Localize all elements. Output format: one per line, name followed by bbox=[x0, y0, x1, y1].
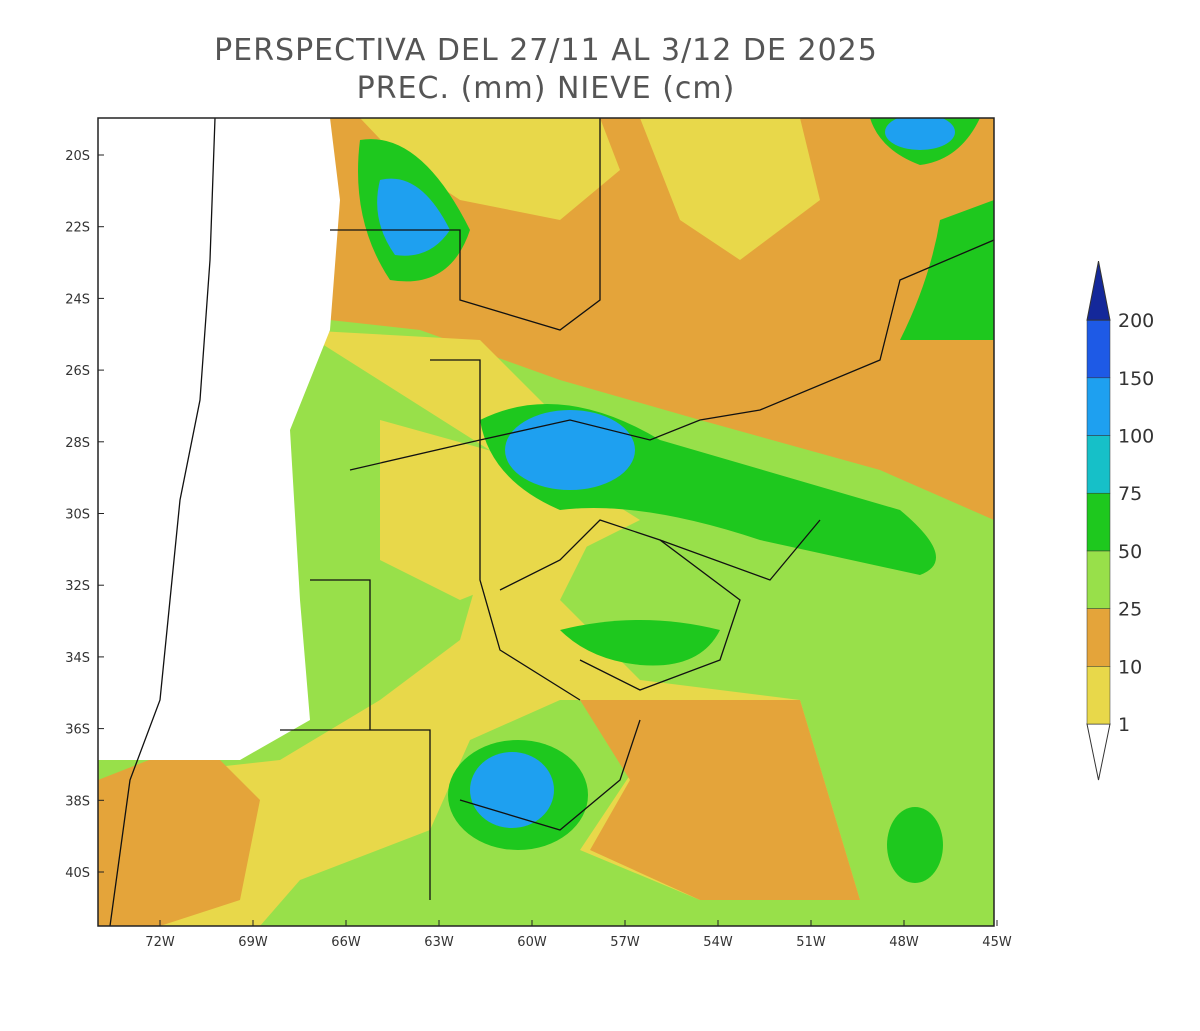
title-line: PREC. (mm) NIEVE (cm) bbox=[357, 71, 736, 106]
legend-level: 200 bbox=[1118, 310, 1154, 332]
lon-label: 69W bbox=[238, 935, 268, 950]
precip-field bbox=[98, 118, 994, 926]
lat-label: 40S bbox=[65, 866, 90, 881]
lat-label: 38S bbox=[65, 794, 90, 809]
legend-level: 10 bbox=[1118, 656, 1142, 678]
lat-label: 36S bbox=[65, 723, 90, 738]
lat-label: 34S bbox=[65, 651, 90, 666]
lon-label: 48W bbox=[889, 935, 919, 950]
legend-level: 75 bbox=[1118, 483, 1142, 505]
legend-band bbox=[1086, 492, 1111, 552]
lon-label: 45W bbox=[982, 935, 1012, 950]
lon-label: 63W bbox=[424, 935, 454, 950]
lon-label: 54W bbox=[703, 935, 733, 950]
legend-level: 1 bbox=[1118, 714, 1130, 736]
map-frame bbox=[97, 117, 995, 927]
lat-label: 22S bbox=[65, 221, 90, 236]
title-line: PERSPECTIVA DEL 27/11 AL 3/12 DE 2025 bbox=[214, 33, 878, 68]
legend-band bbox=[1086, 550, 1111, 609]
legend-level: 150 bbox=[1118, 368, 1154, 390]
legend-band bbox=[1086, 666, 1111, 725]
lon-label: 51W bbox=[796, 935, 826, 950]
lat-label: 30S bbox=[65, 508, 90, 523]
legend-level: 100 bbox=[1118, 426, 1154, 448]
legend-band bbox=[1086, 608, 1111, 667]
lat-label: 32S bbox=[65, 579, 90, 594]
legend-band bbox=[1086, 435, 1111, 494]
lon-label: 66W bbox=[331, 935, 361, 950]
legend-level: 25 bbox=[1118, 599, 1142, 621]
legend-arrow bbox=[1086, 723, 1111, 781]
lat-label: 20S bbox=[65, 149, 90, 164]
lat-label: 24S bbox=[65, 292, 90, 307]
lon-label: 72W bbox=[145, 935, 175, 950]
lat-label: 26S bbox=[65, 364, 90, 379]
lat-label: 28S bbox=[65, 436, 90, 451]
legend-band bbox=[1086, 319, 1111, 379]
legend-level: 50 bbox=[1118, 541, 1142, 563]
lon-label: 57W bbox=[610, 935, 640, 950]
legend-arrow bbox=[1086, 261, 1111, 321]
lon-label: 60W bbox=[517, 935, 547, 950]
legend-band bbox=[1086, 377, 1111, 436]
